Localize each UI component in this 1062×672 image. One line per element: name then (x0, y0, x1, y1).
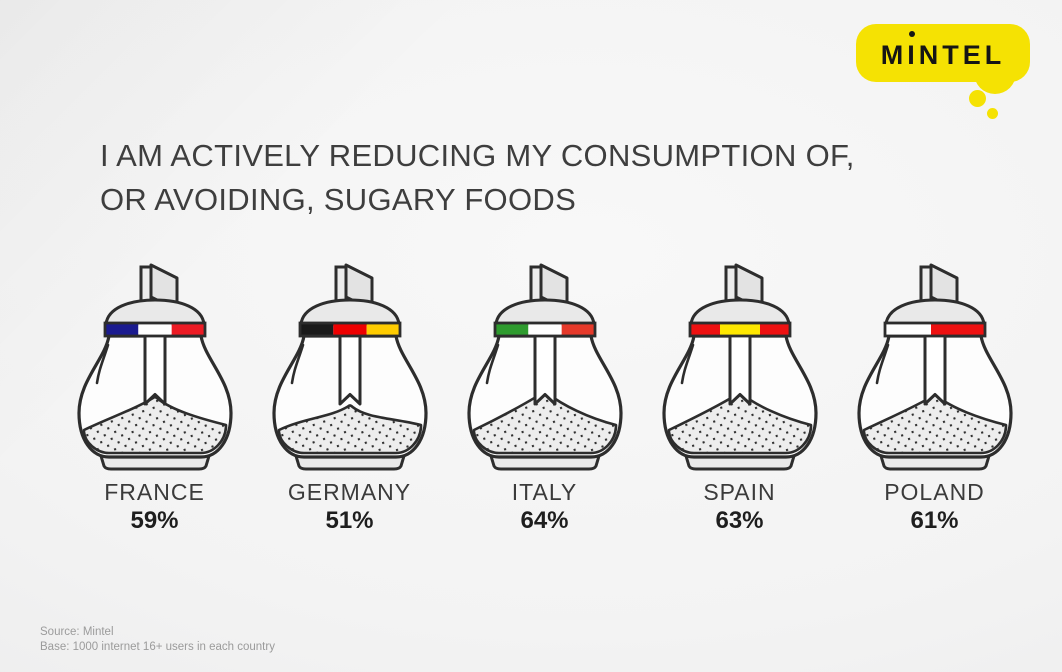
country-value: 64% (520, 507, 569, 534)
country-label: POLAND (884, 479, 985, 505)
inner-tube (728, 335, 751, 406)
inner-tube (143, 335, 166, 406)
flag-stripe (719, 323, 760, 336)
country-column: FRANCE 59% (57, 263, 252, 535)
flag-stripe (332, 323, 367, 336)
logo-wordmark: MINTEL (880, 39, 1006, 70)
country-column: GERMANY 51% (252, 263, 447, 535)
flag-stripe (171, 323, 205, 336)
cap (104, 298, 205, 326)
dispenser-row: FRANCE 59% GERMANY 51% (57, 263, 1032, 535)
country-value: 59% (130, 507, 179, 534)
sugar-dispenser-icon (856, 263, 1013, 471)
mintel-logo: MINTEL (856, 24, 1030, 119)
base (489, 454, 600, 471)
sugar-dispenser-icon (661, 263, 818, 471)
flag-stripe (299, 323, 333, 336)
chart-title: I AM ACTIVELY REDUCING MY CONSUMPTION OF… (100, 134, 855, 222)
cap (494, 298, 595, 326)
glass-highlight (95, 343, 109, 385)
country-label: ITALY (511, 479, 578, 505)
sugar-dispenser-icon (466, 263, 623, 471)
logo-speech-bubble: MINTEL (856, 24, 1030, 82)
sugar-dispenser-icon (76, 263, 233, 471)
flag-stripe (930, 323, 985, 336)
chart-title-line1: I AM ACTIVELY REDUCING MY CONSUMPTION OF… (100, 138, 855, 173)
source-note: Source: Mintel (40, 626, 114, 638)
inner-tube (533, 335, 556, 406)
inner-tube (338, 335, 361, 406)
flag-band-outline (103, 321, 206, 338)
logo-tail-dot-small (987, 108, 998, 119)
base-note: Base: 1000 internet 16+ users in each co… (40, 641, 275, 653)
flag-stripe (561, 323, 595, 336)
flag-band-outline (298, 321, 401, 338)
sugar-fill (277, 404, 422, 455)
flag-band (688, 321, 791, 338)
flag-band-outline (493, 321, 596, 338)
base (684, 454, 795, 471)
flag-stripe (527, 323, 562, 336)
glass-highlight (485, 343, 499, 385)
footer: Source: Mintel Base: 1000 internet 16+ u… (40, 625, 275, 655)
glass-highlight (875, 343, 889, 385)
flag-stripe (137, 323, 172, 336)
base (879, 454, 990, 471)
country-column: SPAIN 63% (642, 263, 837, 535)
flag-stripe (104, 323, 138, 336)
sugar-dispenser-icon (271, 263, 428, 471)
flag-band (103, 321, 206, 338)
country-label: GERMANY (287, 479, 412, 505)
base (294, 454, 405, 471)
chart-title-line2: OR AVOIDING, SUGARY FOODS (100, 182, 577, 217)
glass-highlight (290, 343, 304, 385)
flag-band (883, 321, 986, 338)
flag-band-outline (688, 321, 791, 338)
inner-tube (923, 335, 946, 406)
flag-band (493, 321, 596, 338)
logo-i-dot-icon (909, 31, 915, 37)
flag-stripe (494, 323, 528, 336)
cap (689, 298, 790, 326)
flag-band (298, 321, 401, 338)
country-label: FRANCE (104, 479, 205, 505)
cap (884, 298, 985, 326)
flag-stripe (759, 323, 790, 336)
flag-band-outline (883, 321, 986, 338)
country-column: POLAND 61% (837, 263, 1032, 535)
country-label: SPAIN (703, 479, 776, 505)
base (99, 454, 210, 471)
glass-highlight (680, 343, 694, 385)
flag-stripe (366, 323, 400, 336)
flag-stripe (884, 323, 931, 336)
flag-stripe (689, 323, 720, 336)
country-column: ITALY 64% (447, 263, 642, 535)
country-value: 61% (910, 507, 959, 534)
logo-tail-dot-large (969, 90, 986, 107)
cap (299, 298, 400, 326)
country-value: 63% (715, 507, 764, 534)
country-value: 51% (325, 507, 374, 534)
